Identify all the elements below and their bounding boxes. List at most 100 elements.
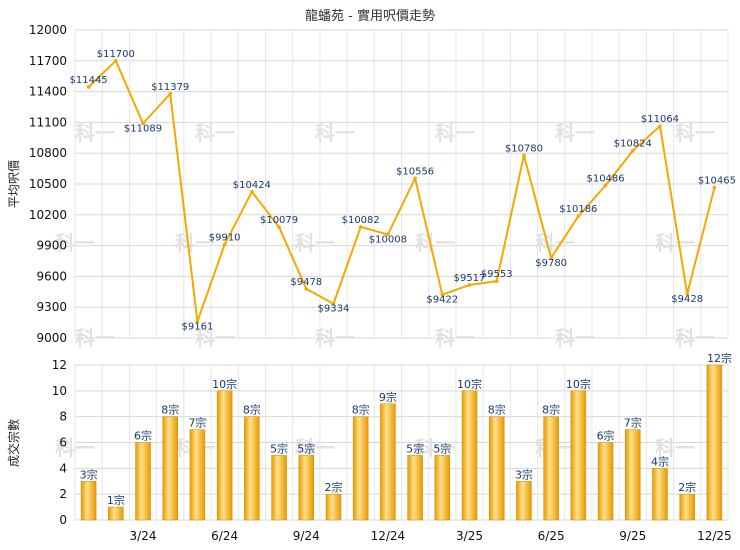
volume-data-labels: 3宗 1宗 6宗 8宗 7宗 10宗 8宗 5宗 5宗 2宗 8宗 9宗 5宗 5宗 10宗 8宗 3宗 8宗 10… <box>80 351 732 507</box>
price-series-line <box>87 59 716 323</box>
price-data-label: $10556 <box>396 166 434 177</box>
volume-data-label: 8宗 <box>243 403 261 417</box>
price-y-axis-label: 平均呎價 <box>7 160 21 208</box>
volume-data-label: 10宗 <box>566 377 591 391</box>
volume-y-tick-label: 10 <box>52 384 67 398</box>
price-data-label: $11089 <box>124 124 162 135</box>
volume-bar <box>80 481 97 521</box>
volume-data-label: 10宗 <box>212 377 237 391</box>
watermark-text: 科一 <box>555 121 595 145</box>
price-data-point <box>250 190 254 194</box>
volume-bar <box>325 493 342 521</box>
price-data-point <box>358 225 363 229</box>
price-data-label: $10079 <box>260 215 298 226</box>
volume-data-label: 5宗 <box>433 441 451 455</box>
price-gridlines <box>74 29 729 339</box>
volume-data-label: 6宗 <box>134 429 152 443</box>
price-data-point <box>114 59 118 63</box>
volume-bar <box>597 442 614 521</box>
volume-bar <box>216 390 233 521</box>
price-y-tick-label: 9900 <box>36 239 67 253</box>
price-data-point <box>603 183 608 188</box>
price-data-point <box>331 301 336 306</box>
price-data-point <box>277 225 281 230</box>
volume-bar <box>135 442 151 521</box>
volume-bar <box>488 416 505 521</box>
volume-bar <box>244 416 260 521</box>
price-data-point <box>712 185 717 190</box>
volume-bar <box>352 416 369 521</box>
volume-data-label: 3宗 <box>80 467 98 481</box>
x-tick-label: 3/24 <box>130 529 157 543</box>
price-y-tick-label: 11100 <box>29 115 67 129</box>
x-tick-label: 12/24 <box>371 529 406 543</box>
volume-y-tick-label: 8 <box>59 410 67 424</box>
volume-data-label: 2宗 <box>324 480 342 494</box>
price-y-ticks: 9000 9300 9600 9900 10200 10500 10800 11100 1140… <box>29 23 67 345</box>
price-data-point <box>630 148 635 153</box>
volume-data-label: 10宗 <box>457 377 482 391</box>
volume-bar <box>625 429 641 521</box>
price-data-label: $11445 <box>70 75 108 86</box>
volume-bar <box>298 455 315 521</box>
volume-bar <box>434 455 451 521</box>
price-data-label: $10465 <box>698 176 736 187</box>
volume-y-ticks: 0 2 4 6 8 10 12 <box>52 358 67 527</box>
volume-data-label: 8宗 <box>352 403 370 417</box>
chart-title: 龍蟠苑 - 實用呎價走勢 <box>305 8 435 24</box>
x-tick-label: 3/25 <box>456 529 483 543</box>
price-data-point <box>658 124 662 128</box>
volume-data-label: 8宗 <box>161 403 179 417</box>
price-data-point <box>440 292 445 297</box>
price-data-point <box>494 279 499 284</box>
x-axis-ticks: 3/24 6/24 9/24 12/24 3/25 6/25 9/25 12/25 <box>130 529 732 543</box>
x-tick-label: 6/25 <box>538 529 565 543</box>
volume-bars <box>80 364 723 521</box>
watermark-text: 科一 <box>295 231 335 255</box>
volume-bar <box>108 506 124 521</box>
volume-bar <box>652 468 668 521</box>
price-y-tick-label: 9000 <box>36 331 67 345</box>
volume-data-label: 9宗 <box>379 390 397 404</box>
price-data-point <box>86 85 91 89</box>
price-data-point <box>576 214 581 219</box>
price-data-label: $10186 <box>559 204 597 215</box>
volume-gridlines <box>74 364 729 521</box>
watermark-text: 科一 <box>655 231 695 255</box>
volume-bar <box>570 390 587 521</box>
volume-data-label: 4宗 <box>651 454 669 468</box>
price-data-label: $10424 <box>233 180 271 191</box>
volume-data-label: 8宗 <box>542 403 560 417</box>
volume-bar <box>461 390 478 521</box>
watermark-text: 科一 <box>195 121 235 145</box>
watermark-text: 科一 <box>655 436 695 460</box>
price-data-point <box>222 242 227 247</box>
volume-data-label: 3宗 <box>515 467 533 481</box>
volume-bar <box>162 416 178 521</box>
price-data-label: $9428 <box>671 294 703 305</box>
watermark-text: 科一 <box>435 121 475 145</box>
watermark-text: 科一 <box>175 231 215 255</box>
volume-y-tick-label: 0 <box>59 513 67 527</box>
volume-data-label: 7宗 <box>188 416 206 430</box>
price-data-label: $9910 <box>209 233 241 244</box>
price-line <box>86 59 717 324</box>
price-data-label: $11700 <box>97 49 135 60</box>
volume-bar <box>516 481 532 521</box>
price-y-tick-label: 11700 <box>29 54 67 68</box>
price-data-point <box>413 176 417 181</box>
price-data-label: $9780 <box>535 258 567 269</box>
watermark-text: 科一 <box>75 121 115 145</box>
price-y-tick-label: 10800 <box>29 146 67 160</box>
volume-y-tick-label: 6 <box>59 436 67 450</box>
volume-bar <box>679 493 695 521</box>
watermark-text: 科一 <box>675 121 715 145</box>
price-y-tick-label: 9300 <box>36 300 67 314</box>
price-data-point <box>522 153 526 158</box>
price-y-tick-label: 11400 <box>29 85 67 99</box>
x-tick-label: 9/25 <box>619 529 646 543</box>
price-data-label: $10082 <box>342 215 380 226</box>
x-tick-label: 6/24 <box>211 529 238 543</box>
price-y-tick-label: 9600 <box>36 269 67 283</box>
volume-bar <box>271 455 287 521</box>
